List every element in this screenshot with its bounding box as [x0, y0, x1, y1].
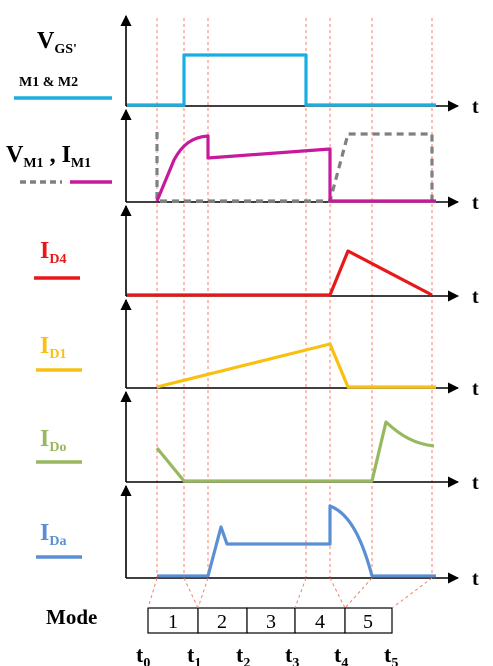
id4-waveform	[127, 249, 433, 297]
id1-label-sub: D1	[49, 347, 66, 362]
id1-waveform	[156, 342, 436, 389]
mode-number-2: 2	[217, 611, 227, 633]
time-marks: t0 t1 t2 t3 t4 t5	[136, 642, 398, 666]
signal-labels: VGS' M1 & M2 VM1 , IM1 ID4 ID1 IDo IDa	[6, 28, 112, 559]
vgs-label: VGS'	[37, 28, 77, 57]
mode-number-3: 3	[266, 611, 276, 633]
mode-number-1: 1	[168, 611, 178, 633]
vgs-note: M1 & M2	[19, 75, 78, 90]
im1-label-sub: M1	[71, 156, 91, 171]
vgs-waveform	[127, 53, 436, 107]
time-mark-t2: t2	[236, 642, 250, 666]
axis-label-t: t	[472, 286, 479, 308]
vgs-label-sub: GS'	[54, 42, 77, 57]
vm1-label-sub: M1	[23, 156, 43, 171]
mode-box-2	[197, 607, 248, 634]
ida-label: IDa	[40, 520, 66, 549]
vm1-im1-label: VM1 , IM1	[6, 142, 91, 171]
axis-t-labels: t t t t t t	[472, 96, 479, 590]
id4-label-sub: D4	[49, 252, 66, 267]
id1-label-main: I	[40, 333, 49, 359]
axis-label-t: t	[472, 472, 479, 494]
time-mark-t0: t0	[136, 642, 150, 666]
vgs-label-main: V	[37, 28, 55, 54]
time-mark-t1: t1	[187, 642, 201, 666]
label-separator: ,	[44, 142, 62, 168]
mode-label: Mode	[46, 605, 97, 629]
axis-label-t: t	[472, 96, 479, 118]
mode-row: Mode 1 2 3 4 5	[46, 577, 433, 634]
id4-label: ID4	[40, 238, 66, 267]
axes	[120, 14, 460, 584]
time-mark-t5: t5	[384, 642, 398, 666]
mode-box-4	[294, 607, 346, 634]
ida-label-sub: Da	[49, 534, 66, 549]
mode-box-5	[344, 607, 393, 634]
ida-label-main: I	[40, 520, 49, 546]
mode-box-3	[246, 607, 296, 634]
time-guide-lines	[156, 18, 433, 578]
id4-label-main: I	[40, 238, 49, 264]
time-mark-t3: t3	[285, 642, 299, 666]
ida-waveform	[157, 504, 436, 578]
waveforms	[127, 53, 436, 578]
mode-number-5: 5	[363, 611, 373, 633]
mode-box-1	[147, 607, 199, 634]
id1-label: ID1	[40, 333, 66, 362]
mode-connectors	[147, 577, 433, 609]
ido-waveform	[155, 420, 435, 483]
ido-label-sub: Do	[49, 440, 66, 455]
ido-label-main: I	[40, 426, 49, 452]
im1-waveform	[155, 134, 436, 203]
axis-label-t: t	[472, 192, 479, 214]
vm1-label-main: V	[6, 142, 24, 168]
ido-label: IDo	[40, 426, 66, 455]
axis-label-t: t	[472, 568, 479, 590]
mode-number-4: 4	[315, 611, 325, 633]
axis-label-t: t	[472, 378, 479, 400]
time-mark-t4: t4	[334, 642, 348, 666]
im1-label-main: I	[62, 142, 71, 168]
mode-boxes	[147, 607, 393, 634]
vm1-waveform	[155, 132, 434, 203]
